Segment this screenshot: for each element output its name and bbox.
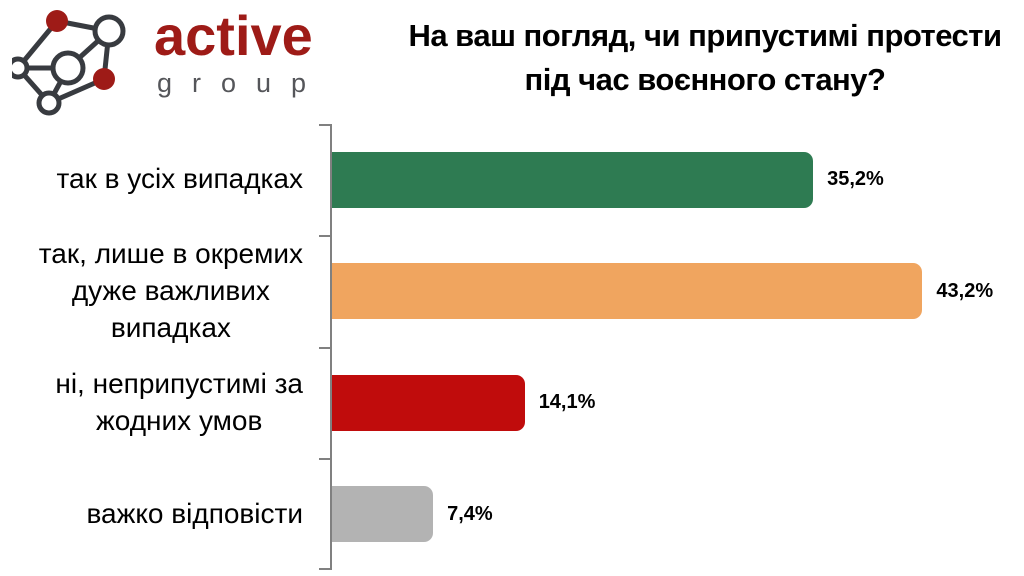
bar-yes-important-cases [332,263,923,320]
value-label: 35,2% [827,168,884,191]
bar-row: важко відповісти 7,4% [0,459,1024,571]
logo-text: active group [154,8,326,99]
bar-row: ні, неприпустимі за жодних умов 14,1% [0,347,1024,459]
category-label: ні, неприпустимі за жодних умов [55,367,303,436]
category-label-cell: так, лише в окремих дуже важливих випадк… [0,236,332,347]
category-label-cell: так в усіх випадках [0,161,332,198]
category-label-cell: важко відповісти [0,496,332,533]
category-label: важко відповісти [86,497,303,529]
category-label-cell: ні, неприпустимі за жодних умов [0,366,332,440]
category-label: так в усіх випадках [56,163,303,195]
value-label: 7,4% [447,502,493,525]
axis-tick [319,124,330,126]
bar-row: так, лише в окремих дуже важливих випадк… [0,236,1024,348]
bar-no-never [332,374,525,431]
axis-tick [319,568,330,570]
chart-title-line2: під час воєнного стану? [524,62,886,98]
logo-sub-name: group [157,68,327,98]
bar-chart: так в усіх випадках 35,2% так, лише в ок… [0,124,1024,570]
logo-brand-name: active [154,4,313,67]
bar-hard-to-answer [332,486,434,543]
y-axis-line [330,124,332,570]
axis-tick [319,235,330,237]
axis-tick [319,458,330,460]
value-label: 43,2% [936,279,994,302]
bar-yes-all-cases [332,151,814,208]
active-group-logo: active group [12,6,326,116]
bar-rows: так в усіх випадках 35,2% так, лише в ок… [0,124,1024,570]
network-graph-icon [12,10,126,116]
category-label: так, лише в окремих дуже важливих випадк… [38,237,303,343]
chart-title: На ваш погляд, чи припустимі протести під… [392,14,1018,102]
chart-title-line1: На ваш погляд, чи припустимі протести [408,18,1002,53]
bar-row: так в усіх випадках 35,2% [0,124,1024,236]
axis-tick [319,347,330,349]
value-label: 14,1% [538,391,596,414]
